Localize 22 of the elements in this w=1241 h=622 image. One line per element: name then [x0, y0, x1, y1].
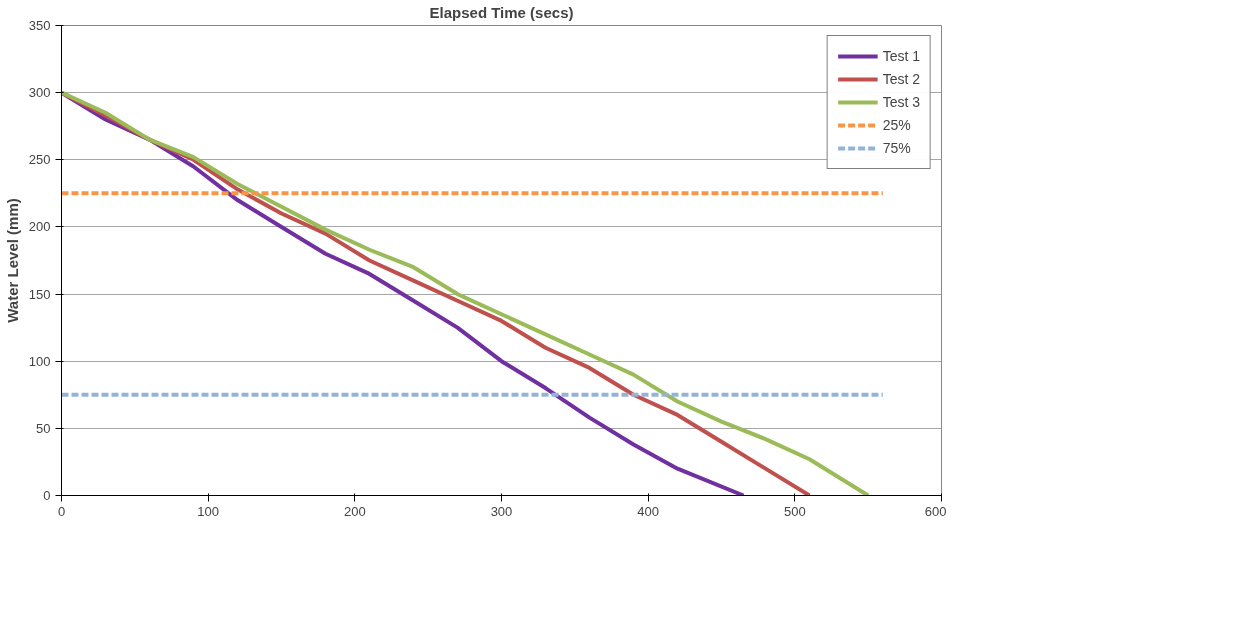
y-axis-title: Water Level (mm)	[3, 198, 21, 323]
legend-label: Test 1	[882, 48, 920, 64]
x-tick-label: 400	[637, 503, 660, 519]
y-tick-label: 100	[28, 353, 51, 369]
x-tick-label: 100	[197, 503, 220, 519]
y-tick-label: 200	[28, 219, 51, 235]
y-tick-label: 300	[28, 85, 51, 101]
x-tick-label: 300	[490, 503, 513, 519]
x-tick-label: 0	[57, 503, 66, 519]
x-tick-label: 200	[343, 503, 366, 519]
y-tick-label: 250	[28, 152, 51, 168]
x-axis-title: Elapsed Time (secs)	[429, 3, 574, 21]
y-tick-label: 50	[36, 420, 51, 436]
legend-label: Test 2	[882, 71, 920, 87]
y-tick-label: 0	[43, 488, 51, 503]
y-tick-label: 350	[28, 18, 51, 33]
legend-label: Test 3	[882, 94, 920, 110]
legend-label: 75%	[882, 140, 911, 156]
legend-label: 25%	[882, 117, 911, 133]
y-tick-label: 150	[28, 286, 51, 302]
x-tick-label: 500	[783, 503, 806, 519]
x-tick-label: 600	[924, 503, 947, 519]
